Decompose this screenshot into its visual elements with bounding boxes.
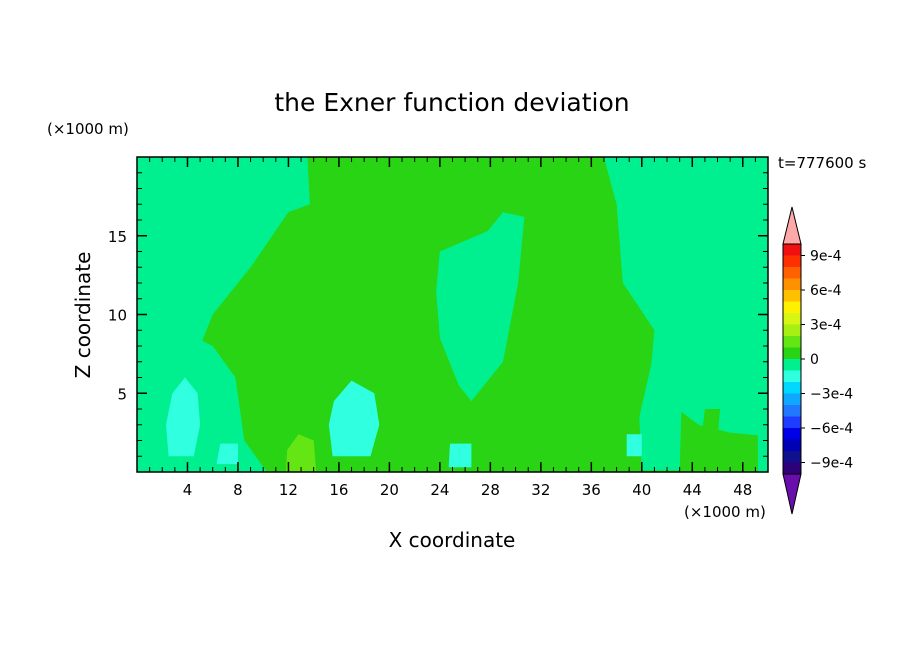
- chart-title: the Exner function deviation: [274, 88, 629, 117]
- colorbar-segment: [783, 267, 801, 279]
- contour-region-cyan-core-mid: [328, 380, 380, 457]
- colorbar-label: 0: [810, 352, 819, 368]
- colorbar-segment: [783, 313, 801, 325]
- colorbar-upper-extension: [782, 206, 802, 245]
- contour-regions: [137, 157, 768, 472]
- plot-area: [136, 156, 769, 473]
- colorbar-segment: [783, 290, 801, 302]
- y-tick-label: 15: [108, 228, 127, 246]
- contour-region-right-pocket-neg: [639, 353, 683, 471]
- contour-region-yellowgreen-left: [269, 333, 327, 472]
- colorbar-label: 6e-4: [810, 283, 842, 299]
- contour-region-mid-neg-pocket: [436, 212, 525, 402]
- colorbar-label: 3e-4: [810, 318, 842, 334]
- x-tick-label: 32: [531, 481, 550, 499]
- contour-region-right-cyan-strip: [757, 377, 768, 472]
- y-tick-label: 5: [117, 385, 127, 403]
- x-unit-label: (×1000 m): [684, 503, 766, 521]
- contour-region-yellowgreen-center: [381, 377, 410, 441]
- colorbar-segment: [783, 244, 801, 256]
- minor-ticks: [137, 157, 768, 472]
- contour-region-yellowgreen-right: [591, 453, 621, 472]
- x-tick-label: 12: [279, 481, 298, 499]
- colorbar-segment: [783, 439, 801, 451]
- y-tick-label: 10: [108, 307, 127, 325]
- colorbar-lower-extension: [782, 473, 802, 515]
- x-tick-label: 8: [233, 481, 243, 499]
- x-tick-label: 4: [183, 481, 193, 499]
- colorbar-label: −3e-4: [810, 387, 853, 403]
- contour-region-cyan-core-left: [166, 377, 201, 457]
- contour-region-yellowgreen-core: [285, 434, 317, 472]
- colorbar-segment: [783, 255, 801, 267]
- colorbar-segment: [783, 405, 801, 417]
- colorbar-segment: [783, 370, 801, 382]
- colorbar-segment: [783, 416, 801, 428]
- x-tick-label: 28: [481, 481, 500, 499]
- colorbar-segment: [783, 336, 801, 348]
- x-axis: 4 8 12 16 20 24 28 32 36 40 44 48: [183, 157, 752, 499]
- y-unit-label: (×1000 m): [47, 120, 129, 138]
- contour-region-right-upper-neg: [611, 157, 768, 378]
- x-tick-label: 24: [430, 481, 449, 499]
- colorbar-segment: [783, 347, 801, 359]
- time-label: t=777600 s: [778, 154, 866, 172]
- colorbar-segment: [783, 462, 801, 474]
- contour-region-cyan-core-small-1: [216, 443, 238, 465]
- colorbar-segment: [783, 278, 801, 290]
- x-tick-label: 40: [632, 481, 651, 499]
- colorbar-label: 9e-4: [810, 249, 842, 265]
- x-tick-label: 36: [582, 481, 601, 499]
- contour-region-cyan-core-small-2: [448, 443, 472, 468]
- colorbar-segment: [783, 393, 801, 405]
- contour-region-main-zero-band: [137, 157, 655, 472]
- colorbar-label: −9e-4: [810, 456, 853, 472]
- colorbar-label: −6e-4: [810, 421, 853, 437]
- colorbar: 9e-4 6e-4 3e-4 0 −3e-4 −6e-4 −9e-4: [782, 206, 853, 515]
- colorbar-segment: [783, 301, 801, 313]
- contour-region-yellowgreen-far-right: [701, 409, 720, 441]
- colorbar-segment: [783, 428, 801, 440]
- x-tick-label: 20: [380, 481, 399, 499]
- x-axis-label: X coordinate: [389, 528, 516, 552]
- x-tick-label: 44: [683, 481, 702, 499]
- colorbar-segment: [783, 382, 801, 394]
- y-axis-label: Z coordinate: [71, 252, 95, 379]
- x-tick-label: 48: [733, 481, 752, 499]
- contour-region-yellowgreen-lower-mid: [412, 416, 428, 469]
- contour-region-cyan-core-small-3: [626, 434, 642, 457]
- colorbar-segment: [783, 451, 801, 463]
- colorbar-segment: [783, 359, 801, 371]
- x-tick-label: 16: [329, 481, 348, 499]
- colorbar-segment: [783, 324, 801, 336]
- y-axis: 5 10 15: [108, 228, 768, 403]
